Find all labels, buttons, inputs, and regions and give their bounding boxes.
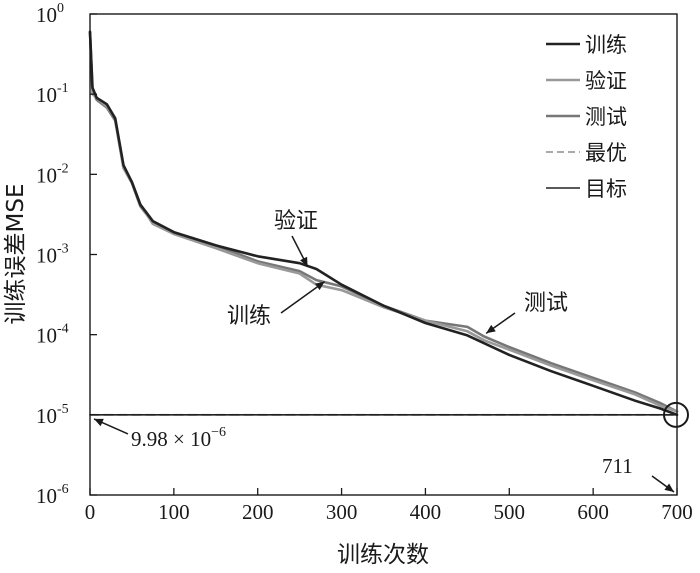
y-axis-title: 训练误差MSE (3, 184, 29, 325)
x-tick-label: 600 (577, 500, 609, 524)
annotation-arrowhead (300, 256, 308, 267)
annotation-epoch-label: 711 (602, 454, 633, 478)
annotation-arrowhead (664, 483, 674, 492)
x-tick-label: 200 (242, 500, 274, 524)
x-tick-label: 100 (158, 500, 190, 524)
x-tick-label: 0 (85, 500, 96, 524)
y-tick-label: 100 (36, 1, 64, 27)
x-axis-title: 训练次数 (337, 542, 429, 568)
annotation-validation-label: 验证 (274, 209, 318, 234)
y-tick-label: 10-6 (36, 482, 69, 508)
end-point-marker (663, 401, 689, 428)
y-tick-label: 10-1 (36, 81, 69, 107)
annotation-training-label: 训练 (227, 304, 271, 329)
annotation-arrowhead (94, 418, 104, 427)
annotation-arrowhead (315, 281, 325, 291)
y-tick-label: 10-5 (36, 402, 69, 428)
legend-label: 训练 (585, 33, 627, 57)
series-line-0 (88, 30, 679, 417)
axis-ticks: 0 100 200 300 400 500 600 700 10-6 10-5 10-4 10-3 10… (36, 1, 693, 524)
x-tick-label: 400 (410, 500, 442, 524)
y-tick-label: 10-2 (36, 161, 69, 187)
x-tick-label: 300 (326, 500, 358, 524)
annotation-best-value: 9.98 × 10−6 (131, 425, 226, 451)
legend-label: 最优 (585, 141, 627, 165)
legend-label: 验证 (585, 69, 627, 93)
legend-label: 测试 (585, 105, 627, 129)
annotation-arrowhead (486, 324, 496, 334)
legend-label: 目标 (585, 177, 627, 201)
annotation-test-label: 测试 (524, 291, 568, 316)
y-tick-label: 10-3 (36, 242, 69, 268)
x-tick-label: 500 (494, 500, 526, 524)
x-tick-label: 700 (661, 500, 693, 524)
series-layer (88, 30, 679, 417)
y-tick-label: 10-4 (36, 322, 69, 348)
